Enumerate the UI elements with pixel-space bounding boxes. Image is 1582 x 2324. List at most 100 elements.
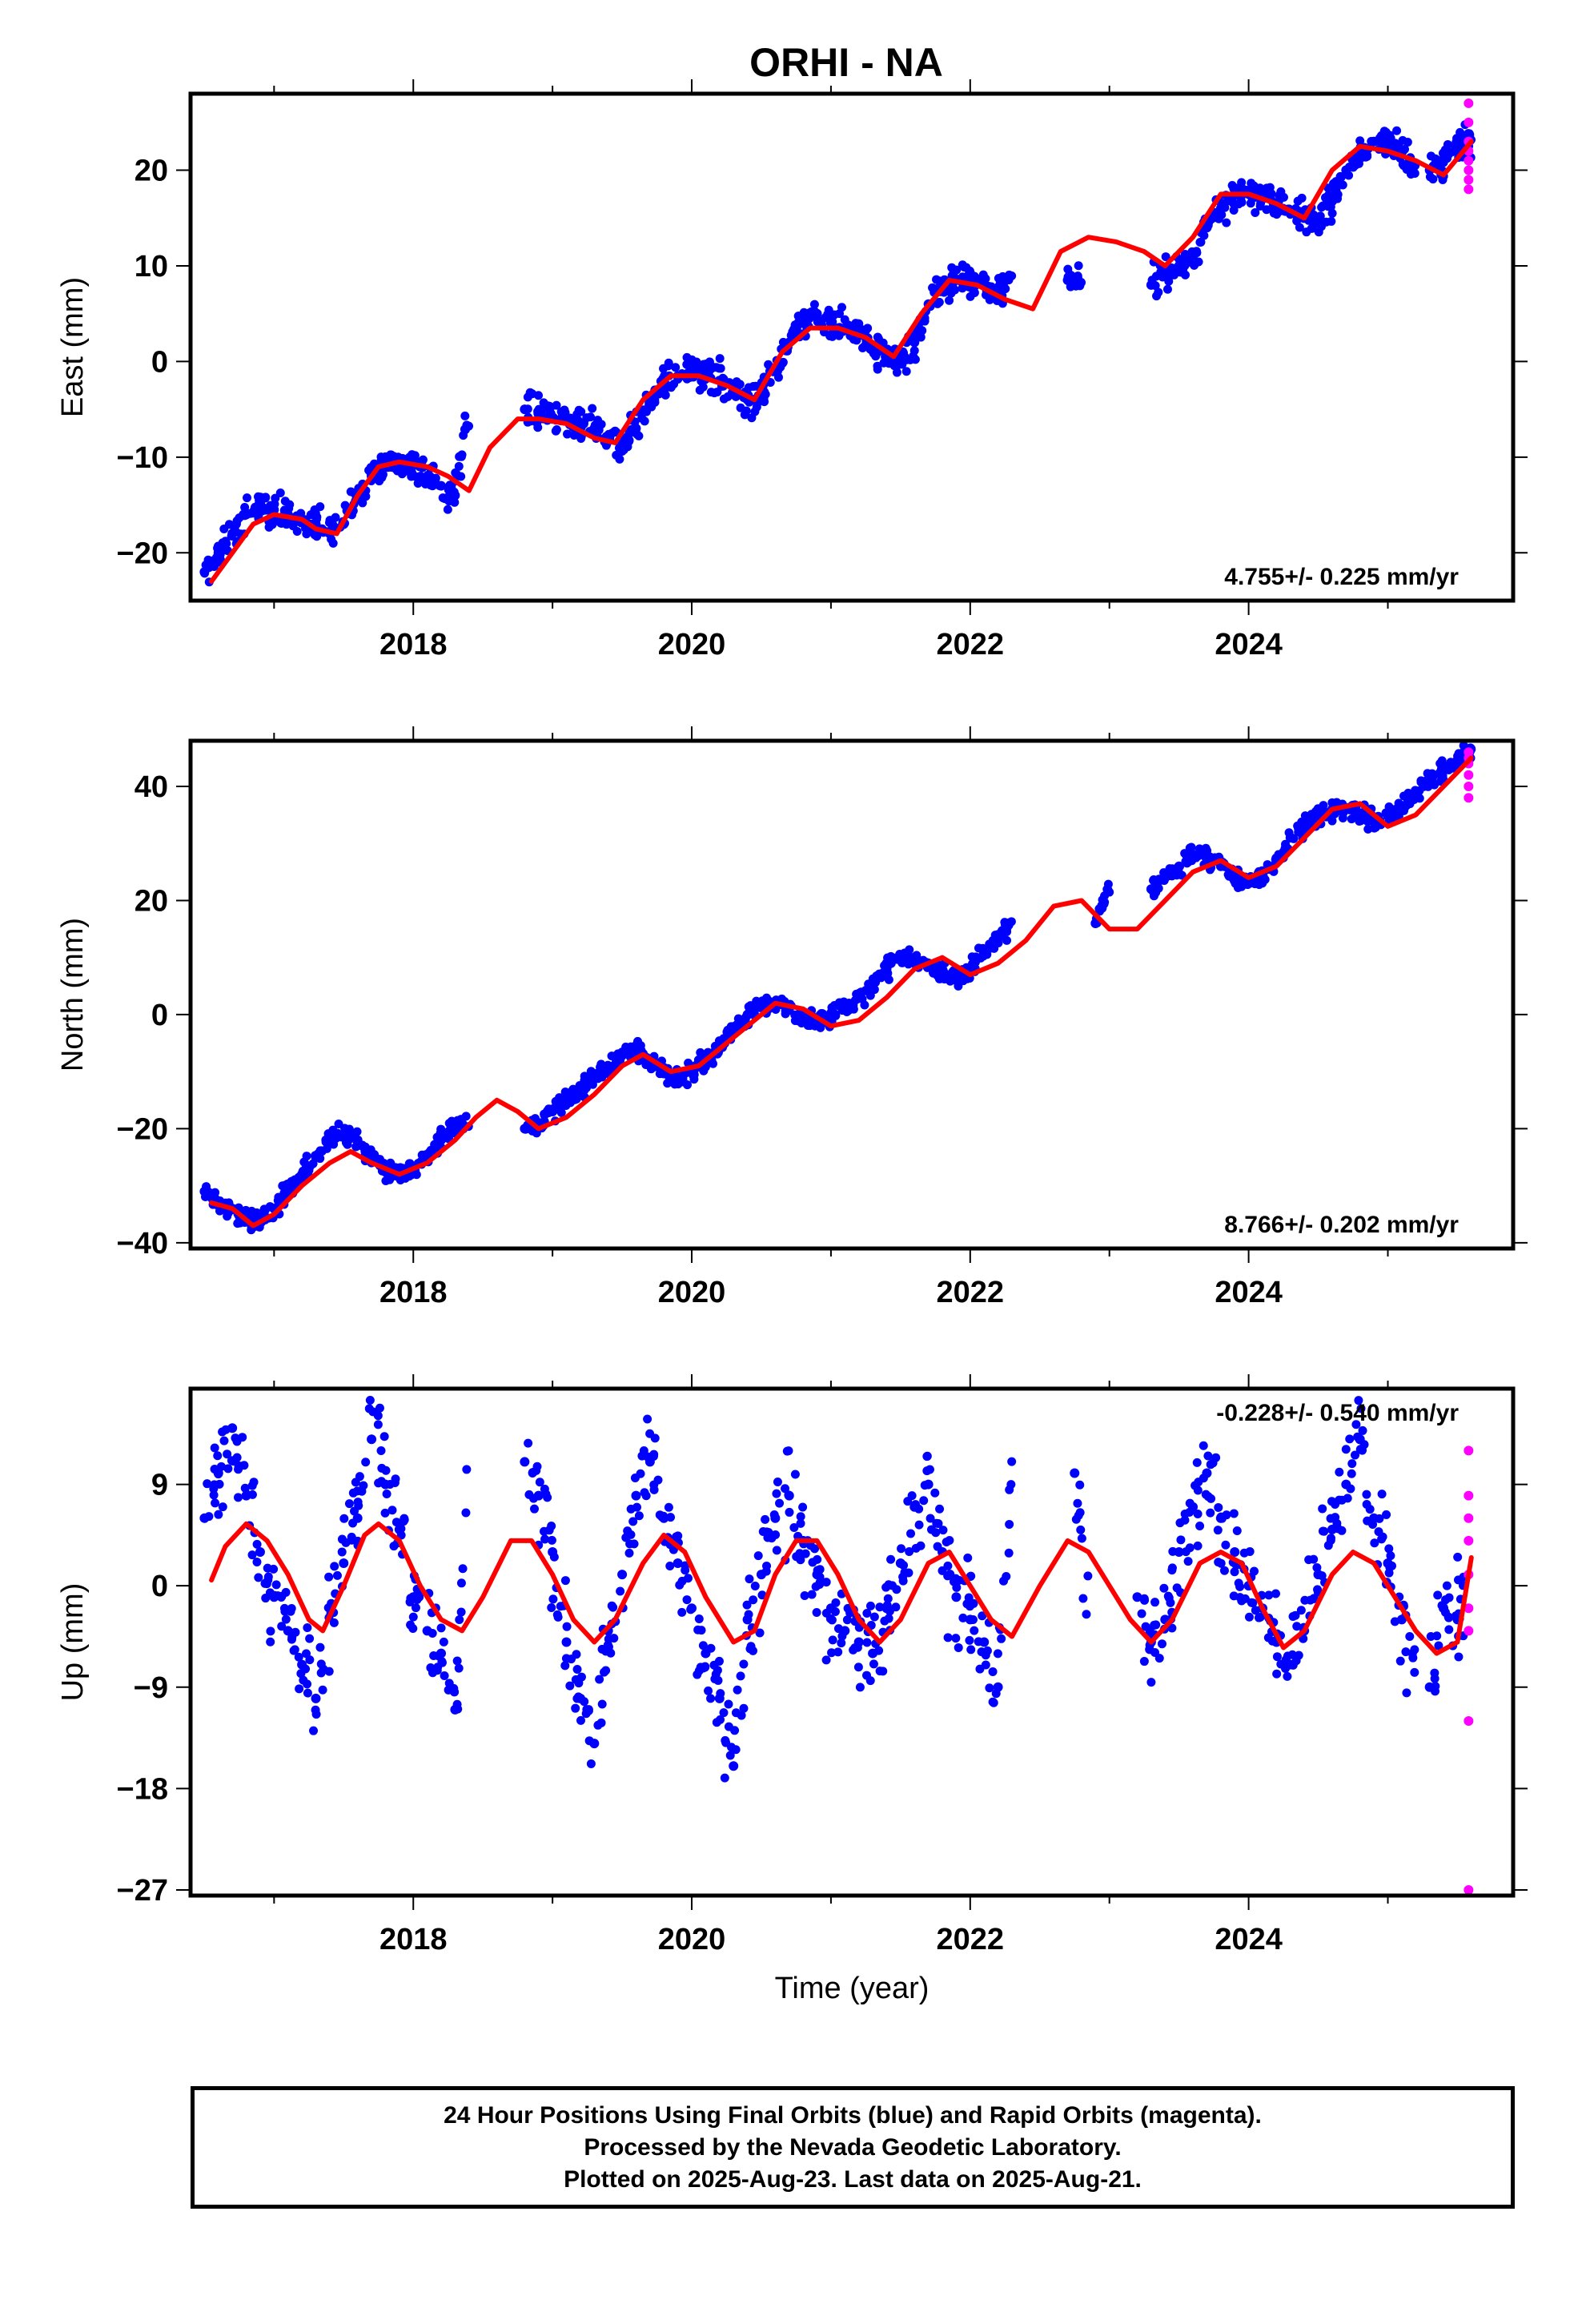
final-point [1132, 1592, 1142, 1602]
final-point-cloud [342, 1132, 351, 1141]
panel-data-east [199, 98, 1476, 587]
final-point-cloud [462, 1465, 472, 1474]
final-point-cloud [1346, 1484, 1355, 1494]
final-point-cloud [380, 1508, 390, 1518]
final-point-cloud [842, 999, 852, 1009]
final-point-cloud [965, 1635, 974, 1645]
final-point-cloud [1331, 1499, 1340, 1509]
final-point-cloud [934, 297, 944, 307]
final-point-cloud [665, 1562, 675, 1571]
final-point-cloud [928, 283, 938, 292]
final-point [617, 1570, 628, 1580]
final-point-cloud [355, 1472, 364, 1482]
final-point-cloud [815, 1578, 825, 1587]
final-point-cloud [954, 1575, 964, 1585]
final-point-cloud [597, 1699, 607, 1709]
final-point-cloud [261, 505, 271, 515]
final-point-cloud [1157, 1639, 1166, 1649]
final-point-cloud [640, 416, 649, 426]
final-point-cloud [524, 1438, 533, 1448]
final-point-cloud [456, 1578, 466, 1588]
final-point-cloud [1100, 891, 1110, 901]
panel-north: 2018 2020 2022 2024 −40 −20 0 20 40 North (mm) 8.7… [56, 726, 1528, 1309]
final-point-cloud [997, 1634, 1006, 1643]
final-point-cloud [693, 1670, 702, 1679]
final-point-cloud [240, 503, 250, 513]
rapid-point [1464, 1535, 1474, 1546]
final-point-cloud [994, 939, 1003, 948]
final-point-cloud [305, 1634, 315, 1643]
final-point-cloud [1358, 1425, 1367, 1435]
final-point-cloud [382, 1490, 391, 1499]
final-point-cloud [755, 1628, 765, 1638]
final-point-cloud [596, 1059, 606, 1069]
rapid-point [1464, 1445, 1474, 1456]
final-point-cloud [1288, 1611, 1298, 1621]
final-point-cloud [713, 1666, 722, 1675]
final-point-cloud [429, 1651, 439, 1661]
final-point-cloud [1294, 827, 1303, 837]
final-point-cloud [547, 1522, 556, 1531]
panel-data-north [199, 741, 1476, 1235]
final-point-cloud [305, 1655, 315, 1665]
final-point-cloud [302, 529, 311, 539]
final-point-cloud [1351, 1420, 1361, 1429]
final-point-cloud [1296, 1606, 1306, 1615]
y-axis-label: Up (mm) [56, 1583, 90, 1702]
final-point-cloud [716, 364, 725, 373]
final-point-cloud [733, 1014, 743, 1023]
final-point-cloud [1166, 1598, 1175, 1607]
final-point-cloud [455, 1615, 464, 1625]
final-point-cloud [897, 958, 907, 967]
final-point-cloud [595, 1675, 604, 1684]
final-point-cloud [264, 522, 274, 532]
footer-line-3: Plotted on 2025-Aug-23. Last data on 202… [564, 2165, 1142, 2193]
final-point-cloud [208, 556, 218, 565]
final-point [923, 1479, 934, 1490]
final-point-cloud [943, 1633, 953, 1642]
final-point-cloud [969, 960, 978, 970]
final-point-cloud [281, 1587, 291, 1597]
final-point-cloud [671, 363, 681, 372]
final-point-cloud [454, 1663, 464, 1673]
final-point-cloud [242, 493, 251, 503]
final-point-cloud [1415, 794, 1424, 803]
final-point-cloud [1341, 1445, 1351, 1454]
final-point-cloud [689, 1070, 699, 1080]
final-point-cloud [931, 1528, 941, 1538]
final-point-cloud [1161, 265, 1170, 275]
final-point-cloud [560, 1661, 570, 1671]
final-point-cloud [1375, 1514, 1384, 1523]
final-point-cloud [1430, 1674, 1439, 1683]
final-point-cloud [294, 1652, 303, 1662]
final-point-cloud [737, 1711, 746, 1720]
final-point-cloud [905, 1546, 914, 1556]
final-point-cloud [415, 1592, 424, 1602]
final-point-cloud [1161, 252, 1170, 262]
final-point-cloud [626, 1530, 636, 1539]
final-point-cloud [1444, 1613, 1454, 1622]
final-point-cloud [616, 1586, 625, 1596]
final-point-cloud [1348, 161, 1358, 171]
final-point-cloud [813, 1566, 822, 1575]
y-tick-label: 40 [135, 770, 168, 804]
final-point-cloud [1005, 1519, 1014, 1529]
final-point-cloud [666, 1513, 676, 1522]
final-point-cloud [1230, 1567, 1239, 1577]
final-point-cloud [330, 1562, 339, 1571]
final-point-cloud [1137, 1609, 1146, 1618]
final-point-cloud [303, 1688, 312, 1698]
final-point-cloud [1075, 1508, 1085, 1518]
final-point-cloud [456, 1607, 466, 1617]
final-point-cloud [560, 1576, 570, 1586]
final-point-cloud [1207, 1494, 1216, 1503]
final-point-cloud [596, 1718, 606, 1727]
final-point-cloud [1077, 278, 1086, 287]
final-point-cloud [1405, 1631, 1415, 1641]
final-point-cloud [760, 397, 769, 407]
final-point-cloud [605, 1062, 615, 1072]
final-point-cloud [312, 532, 322, 541]
final-point-cloud [1392, 126, 1402, 135]
final-point-cloud [884, 1614, 893, 1623]
final-point-cloud [1073, 1498, 1082, 1508]
